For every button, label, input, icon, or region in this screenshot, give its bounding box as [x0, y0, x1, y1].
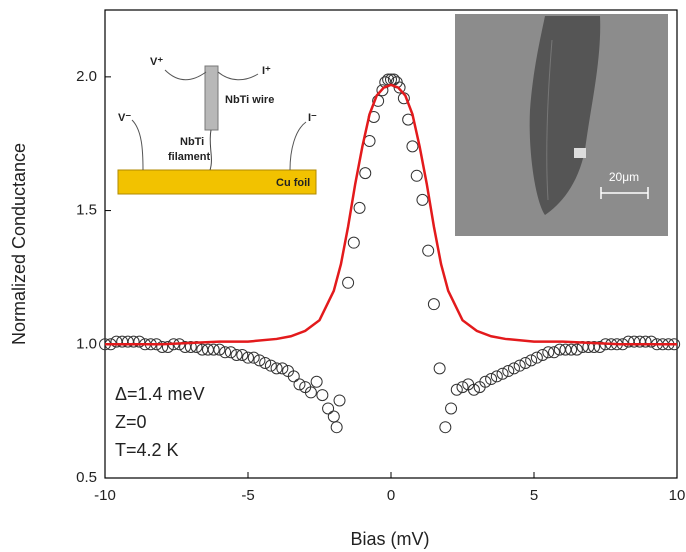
y-axis-label: Normalized Conductance	[9, 143, 29, 345]
annotation: T=4.2 K	[115, 440, 179, 460]
data-point	[536, 348, 549, 361]
inset-label: NbTi	[180, 136, 204, 148]
data-point	[264, 359, 277, 372]
data-point	[127, 335, 140, 348]
data-point	[490, 370, 503, 383]
nbti-wire	[204, 65, 219, 131]
data-point	[542, 346, 555, 359]
data-point	[422, 244, 435, 257]
data-point	[184, 340, 197, 353]
sem-inset: 20μm	[455, 14, 668, 236]
data-point	[219, 346, 232, 359]
data-point	[406, 140, 419, 153]
data-point	[496, 367, 509, 380]
data-point	[342, 276, 355, 289]
inset-label: V⁺	[150, 56, 163, 68]
data-point	[359, 167, 372, 180]
data-point	[207, 343, 220, 356]
data-point	[270, 362, 283, 375]
data-point	[588, 340, 601, 353]
data-point	[513, 359, 526, 372]
data-point	[347, 236, 360, 249]
inset-label: I⁺	[262, 65, 271, 77]
data-point	[439, 421, 452, 434]
data-point	[639, 335, 652, 348]
data-point	[353, 201, 366, 214]
inset-label: V⁻	[118, 112, 131, 124]
x-tick-label: -10	[94, 487, 116, 504]
data-point	[333, 394, 346, 407]
x-tick-label: 0	[387, 487, 395, 504]
data-point	[519, 357, 532, 370]
data-point	[322, 402, 335, 415]
cu-foil	[117, 169, 317, 195]
x-tick-label: 10	[669, 487, 686, 504]
data-point	[213, 343, 226, 356]
data-point	[467, 383, 480, 396]
data-point	[593, 340, 606, 353]
fit-line	[105, 83, 677, 346]
inset-label: Cu foil	[276, 177, 310, 189]
data-point	[416, 193, 429, 206]
data-point	[224, 346, 237, 359]
inset-label: I⁻	[308, 112, 317, 124]
y-tick-label: 1.5	[76, 202, 97, 219]
data-point	[287, 370, 300, 383]
data-point	[565, 343, 578, 356]
data-point	[507, 362, 520, 375]
inset-label: NbTi wire	[225, 94, 274, 106]
y-tick-label: 1.0	[76, 335, 97, 352]
data-point	[570, 343, 583, 356]
sem-detail	[546, 39, 553, 201]
wire-lead	[217, 71, 259, 81]
data-point	[253, 354, 266, 367]
y-tick-label: 2.0	[76, 68, 97, 85]
annotation: Z=0	[115, 412, 147, 432]
wire-lead	[164, 69, 207, 81]
data-point	[445, 402, 458, 415]
sem-detail	[574, 148, 586, 158]
schematic-inset: V⁺ I⁺ NbTi wire V⁻ I⁻ NbTi filament Cu f…	[117, 56, 317, 195]
data-point	[293, 378, 306, 391]
data-point	[236, 348, 249, 361]
y-tick-label: 0.5	[76, 469, 97, 486]
data-point	[530, 351, 543, 364]
annotation: Δ=1.4 meV	[115, 384, 205, 404]
data-point	[304, 386, 317, 399]
filament	[209, 129, 212, 171]
data-point	[645, 335, 658, 348]
data-point	[485, 373, 498, 386]
wire-lead	[289, 121, 307, 171]
data-point	[276, 362, 289, 375]
data-point	[410, 169, 423, 182]
data-point	[525, 354, 538, 367]
data-point	[330, 421, 343, 434]
wire-lead	[131, 119, 144, 171]
data-point	[393, 81, 406, 94]
data-point	[450, 383, 463, 396]
x-tick-label: -5	[241, 487, 254, 504]
data-point	[548, 346, 561, 359]
data-point	[259, 357, 272, 370]
data-point	[427, 298, 440, 311]
data-point	[161, 340, 174, 353]
data-point	[433, 362, 446, 375]
inset-label: filament	[168, 151, 211, 163]
x-axis-label: Bias (mV)	[350, 529, 429, 549]
data-point	[316, 389, 329, 402]
data-point	[247, 351, 260, 364]
data-point	[376, 84, 389, 97]
data-point	[456, 381, 469, 394]
x-tick-label: 5	[530, 487, 538, 504]
data-point	[230, 348, 243, 361]
data-point	[242, 351, 254, 364]
scale-bar-label: 20μm	[609, 170, 639, 184]
data-point	[156, 340, 169, 353]
data-point	[133, 335, 146, 348]
data-point	[502, 365, 515, 378]
data-point	[479, 375, 492, 388]
data-point	[310, 375, 323, 388]
